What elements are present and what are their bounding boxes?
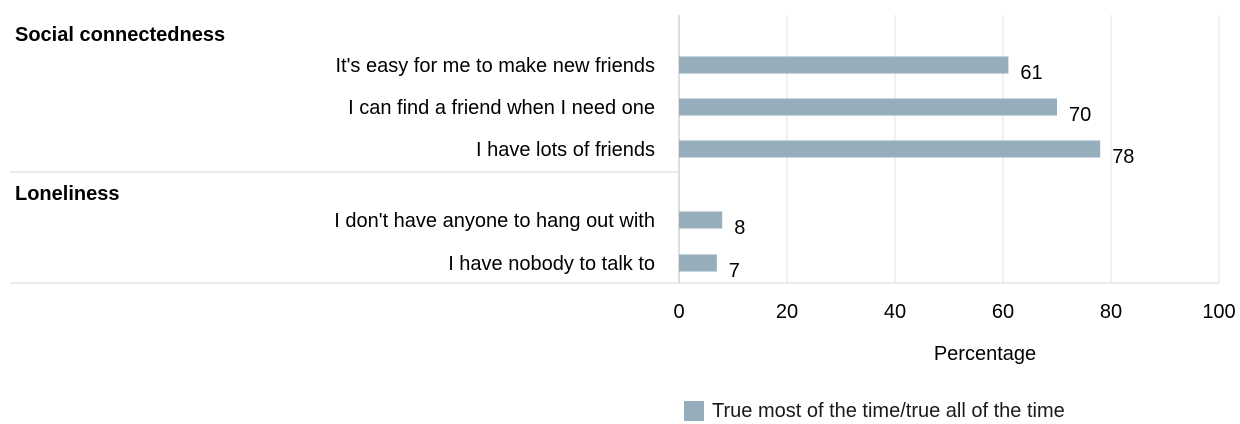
legend: True most of the time/true all of the ti…	[684, 398, 1065, 424]
bar	[679, 254, 717, 272]
labels: 0 20 40 60 80 100 Social connectedness It's eas…	[15, 24, 1236, 323]
group-title: Social connectedness	[15, 24, 225, 46]
category-label: I have lots of friends	[476, 139, 655, 161]
x-tick-label: 40	[884, 301, 906, 323]
value-label: 7	[729, 260, 740, 282]
x-tick-label: 20	[776, 301, 798, 323]
category-label: I can find a friend when I need one	[348, 97, 655, 119]
bar	[679, 56, 1009, 74]
category-label: It's easy for me to make new friends	[335, 55, 655, 77]
legend-swatch	[684, 401, 704, 421]
x-tick-label: 80	[1100, 301, 1122, 323]
legend-label: True most of the time/true all of the ti…	[712, 399, 1065, 422]
category-label: I have nobody to talk to	[448, 253, 655, 275]
x-tick-label: 100	[1202, 301, 1235, 323]
group-title: Loneliness	[15, 183, 119, 205]
x-tick-label: 0	[673, 301, 684, 323]
x-tick-label: 60	[992, 301, 1014, 323]
bars	[679, 56, 1101, 272]
value-label: 78	[1112, 146, 1134, 168]
value-label: 70	[1069, 104, 1091, 126]
category-label: I don't have anyone to hang out with	[334, 210, 655, 232]
bar	[679, 211, 723, 229]
x-axis-title: Percentage	[934, 343, 1036, 365]
bar	[679, 98, 1057, 116]
group-dividers	[10, 171, 1219, 284]
value-label: 61	[1020, 62, 1042, 84]
value-label: 8	[734, 217, 745, 239]
bar	[679, 140, 1101, 158]
